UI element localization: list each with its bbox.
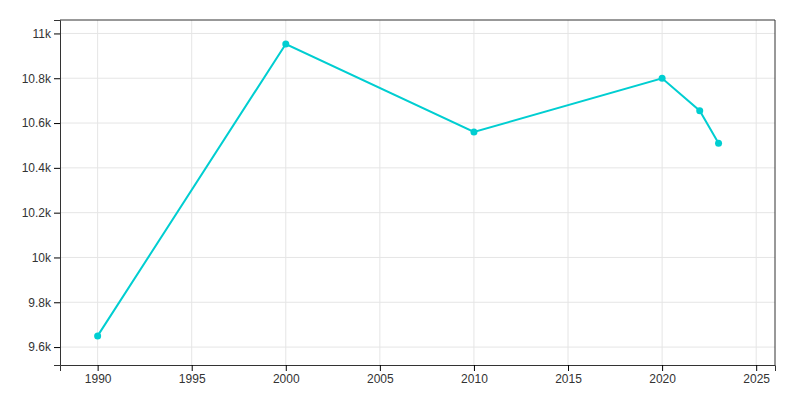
grid-line — [60, 302, 775, 303]
tick-label: 10.2k — [22, 206, 52, 220]
tick-mark — [474, 365, 475, 371]
x-tick: 1990 — [85, 365, 112, 386]
grid-line — [662, 20, 663, 365]
tick-mark — [54, 302, 60, 303]
y-tick: 11k — [33, 27, 60, 41]
x-tick: 1995 — [179, 365, 206, 386]
tick-mark — [54, 168, 60, 169]
point — [282, 40, 289, 47]
y-tick: 10.4k — [22, 161, 60, 175]
tick-mark — [568, 365, 569, 371]
tick-label: 10.4k — [22, 161, 52, 175]
grid-line — [473, 20, 474, 365]
tick-mark — [54, 78, 60, 79]
grid-line — [756, 20, 757, 365]
tick-label: 2000 — [273, 372, 300, 386]
y-tick: 10.8k — [22, 72, 60, 86]
y-tick: 9.6k — [28, 340, 60, 354]
tick-label: 10.8k — [22, 72, 52, 86]
tick-label: 2025 — [743, 372, 770, 386]
tick-mark — [756, 365, 757, 371]
grid — [60, 20, 775, 365]
chart: 1990 1995 2000 2005 2010 2015 2020 2025 9.6k 9.8k… — [0, 0, 800, 400]
y-tick: 10k — [32, 251, 60, 265]
tick-label: 1995 — [179, 372, 206, 386]
tick-mark — [54, 123, 60, 124]
grid-line — [60, 78, 775, 79]
plot-frame — [775, 20, 776, 365]
tick-label: 10k — [32, 251, 52, 265]
grid-line — [60, 212, 775, 213]
tick-label: 9.8k — [28, 296, 52, 310]
tick-mark — [662, 365, 663, 371]
tick-label: 2010 — [461, 372, 488, 386]
plot-area: 1990 1995 2000 2005 2010 2015 2020 2025 9.6k 9.8k… — [22, 20, 776, 386]
y-tick: 10.6k — [22, 116, 60, 130]
tick-label: 2015 — [555, 372, 582, 386]
y-tick: 9.8k — [28, 296, 60, 310]
point — [715, 140, 722, 147]
point — [94, 332, 101, 339]
tick-label: 1990 — [85, 372, 112, 386]
x-tick: 2015 — [555, 365, 582, 386]
tick-label: 11k — [33, 27, 52, 41]
grid-line — [285, 20, 286, 365]
x-tick: 2010 — [461, 365, 488, 386]
tick-label: 2020 — [649, 372, 676, 386]
tick-mark — [54, 257, 60, 258]
tick-mark — [54, 33, 60, 34]
grid-line — [191, 20, 192, 365]
tick-label: 9.6k — [28, 340, 52, 354]
grid-line — [379, 20, 380, 365]
grid-line — [97, 20, 98, 365]
x-tick: 2005 — [367, 365, 394, 386]
point — [696, 107, 703, 114]
tick-mark — [286, 365, 287, 371]
grid-line — [60, 257, 775, 258]
axis-line — [61, 366, 776, 372]
tick-mark — [98, 365, 99, 371]
grid-line — [60, 33, 775, 34]
grid-line — [568, 20, 569, 365]
tick-mark — [192, 365, 193, 371]
axis-line — [54, 21, 61, 366]
grid-line — [60, 123, 775, 124]
tick-mark — [54, 213, 60, 214]
point — [659, 75, 666, 82]
x-axis: 1990 1995 2000 2005 2010 2015 2020 2025 — [61, 365, 776, 386]
plot-frame — [60, 20, 775, 21]
y-axis: 9.6k 9.8k 10k 10.2k 10.4k 10.6k 10.8k 11k — [22, 21, 61, 366]
grid-line — [60, 167, 775, 168]
x-tick: 2025 — [743, 365, 770, 386]
line — [98, 44, 719, 336]
y-tick: 10.2k — [22, 206, 60, 220]
x-tick: 2020 — [649, 365, 676, 386]
series — [94, 40, 722, 339]
tick-mark — [54, 347, 60, 348]
tick-mark — [380, 365, 381, 371]
tick-label: 2005 — [367, 372, 394, 386]
point — [470, 129, 477, 136]
grid-line — [60, 347, 775, 348]
x-tick: 2000 — [273, 365, 300, 386]
tick-label: 10.6k — [22, 116, 52, 130]
